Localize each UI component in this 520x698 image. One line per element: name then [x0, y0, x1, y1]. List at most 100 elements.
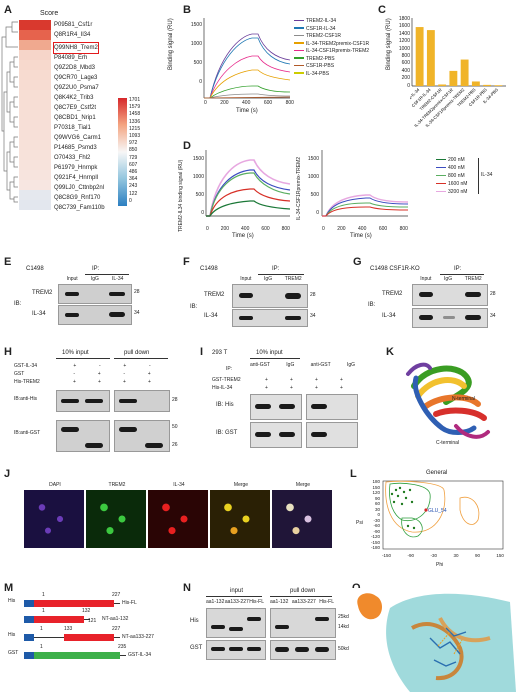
trace-csf1r-il34 — [204, 37, 291, 99]
panel-i-ib-gst: IB: GST — [216, 430, 238, 436]
bar-7 — [494, 85, 503, 86]
ytick: 150 — [372, 484, 380, 490]
scale-tick: 729 — [129, 154, 138, 161]
panel-h-input-his-blot — [56, 390, 110, 412]
panel-n-input-cols: aa1-132 aa133-227 His-FL — [206, 599, 264, 605]
construct-tag: His — [8, 598, 16, 604]
panel-n-pulldown: pull down — [290, 588, 316, 594]
ytick: 120 — [372, 490, 380, 495]
ytick: 1000 — [190, 41, 202, 47]
sign: + — [97, 371, 101, 377]
row-label: His-TREM2 — [14, 379, 40, 385]
panel-label-l: L — [350, 468, 357, 480]
trace-right-400nm — [322, 206, 409, 217]
panel-label-b: B — [183, 4, 191, 16]
ytick: 0 — [316, 210, 319, 216]
panel-d-right-plot — [321, 150, 409, 217]
microscopy-merge-dapi — [272, 490, 332, 548]
panel-d-left-xticks: 0 200 400 600 800 — [206, 226, 290, 232]
row-label: GST-IL-34 — [14, 363, 38, 369]
panel-label-j: J — [4, 468, 11, 480]
scale-tick: 364 — [129, 176, 138, 183]
panel-i-gst-ip — [306, 422, 358, 448]
bar-5 — [471, 81, 480, 86]
panel-label-n: N — [183, 582, 191, 594]
heatmap-gene-label: P70318_Tial1 — [54, 125, 91, 131]
heatmap-cell — [19, 60, 51, 70]
construct-bar — [34, 616, 84, 623]
panel-g-ib: IB: — [368, 302, 376, 308]
panel-label-k: K — [386, 346, 394, 358]
panel-h-pulldown-his-blot — [114, 390, 170, 412]
panel-f-mw-28: 28 — [310, 292, 316, 298]
connector — [114, 603, 120, 604]
legend-entry: TREM2-CSF1R — [294, 33, 369, 41]
heatmap-cell — [19, 30, 51, 40]
input-bracket — [250, 358, 300, 359]
heatmap-cell — [19, 120, 51, 130]
construct-bar — [64, 634, 114, 641]
heatmap-gene-label: P09581_Csf1r — [54, 22, 93, 28]
panel-g-mw-28: 28 — [490, 291, 496, 297]
input-bracket — [206, 596, 262, 597]
panel-c-bar-chart: TREM2-IL-34CSF1R-IL-34TREM2-CSF1RIL-34-T… — [410, 18, 506, 128]
panel-h-input: 10% input — [62, 350, 89, 356]
xtick: -150 — [382, 553, 392, 558]
ytick: 200 — [401, 75, 410, 82]
panel-e-blot-il34 — [58, 305, 132, 325]
sign: - — [123, 371, 126, 377]
panel-d-legend: 200 nM 400 nM 800 nM 1600 nM 3200 nM — [436, 156, 467, 196]
panel-label-g: G — [353, 256, 362, 268]
panel-d-group-label: IL-34 — [481, 172, 493, 178]
panel-n-mw-14: 14kd — [338, 624, 349, 630]
panel-l-ylabel: Psi — [356, 520, 363, 526]
xtick: 0 — [206, 226, 209, 232]
bar-2 — [438, 84, 447, 86]
panel-n-gst-input — [206, 640, 266, 660]
panel-c-yticks: 1800 1600 1400 1200 1000 800 600 400 200… — [395, 16, 410, 90]
scale-tick: 1336 — [129, 118, 141, 125]
ytick: 1400 — [398, 30, 410, 37]
heatmap-cell — [19, 130, 51, 140]
panel-l-point-label: GLU_54 — [428, 508, 447, 514]
legend-entry: TREM2-IL-34 — [294, 18, 369, 26]
xtick: 150 — [496, 553, 504, 558]
panel-l-ramachandran-plot — [382, 480, 504, 550]
panel-b-xticks: 0 200 400 600 800 — [204, 100, 294, 106]
panel-b-ylabel: Binding signal (RU) — [168, 18, 174, 70]
ytick: 1800 — [398, 16, 410, 22]
scale-tick: 1093 — [129, 133, 141, 140]
panel-n-mw-25: 25kd — [338, 614, 349, 620]
legend-entry: IL-34-TREM2premix-CSF1R — [294, 41, 369, 49]
sign: + — [148, 379, 151, 385]
panel-f-ip: IP: — [272, 266, 280, 272]
panel-e-mw-34: 34 — [134, 310, 140, 316]
connector — [120, 655, 126, 656]
trace-il34-trem2-premix — [204, 69, 291, 99]
construct-start: 1 — [40, 626, 43, 632]
panel-n-his-pulldown — [270, 608, 336, 638]
panel-d-right-ylabel: IL-34-CSF1Rpremix-TREM2 — [296, 156, 302, 220]
trace-il34-csf1r-premix — [204, 55, 291, 99]
heatmap-gene-label: O70433_Fhl2 — [54, 155, 91, 161]
panel-f-blot-il34 — [232, 309, 308, 327]
connector — [84, 619, 90, 620]
ytick: 60 — [374, 501, 380, 506]
xtick: 30 — [453, 553, 459, 558]
sign: - — [73, 371, 76, 377]
legend-entry: 400 nM — [436, 164, 467, 172]
panel-i-ip: IP: — [226, 366, 233, 372]
scale-tick: 1579 — [129, 104, 141, 111]
row-label: His-IL-34 — [212, 385, 233, 391]
panel-e-cols: Input IgG IL-34 — [60, 276, 130, 282]
panel-b-sensorgram — [203, 18, 291, 99]
sign: - — [98, 363, 101, 369]
ytick: 0 — [407, 82, 410, 89]
lane-label: anti-GST — [250, 362, 271, 368]
heatmap-gene-label: Q8R1R4_Il34 — [54, 32, 91, 38]
ytick: -60 — [373, 523, 380, 528]
bar-6 — [483, 84, 492, 86]
panel-l-xlabel: Phi — [436, 562, 444, 568]
trace-right-3200nm — [322, 194, 409, 217]
xtick: 600 — [263, 100, 273, 106]
